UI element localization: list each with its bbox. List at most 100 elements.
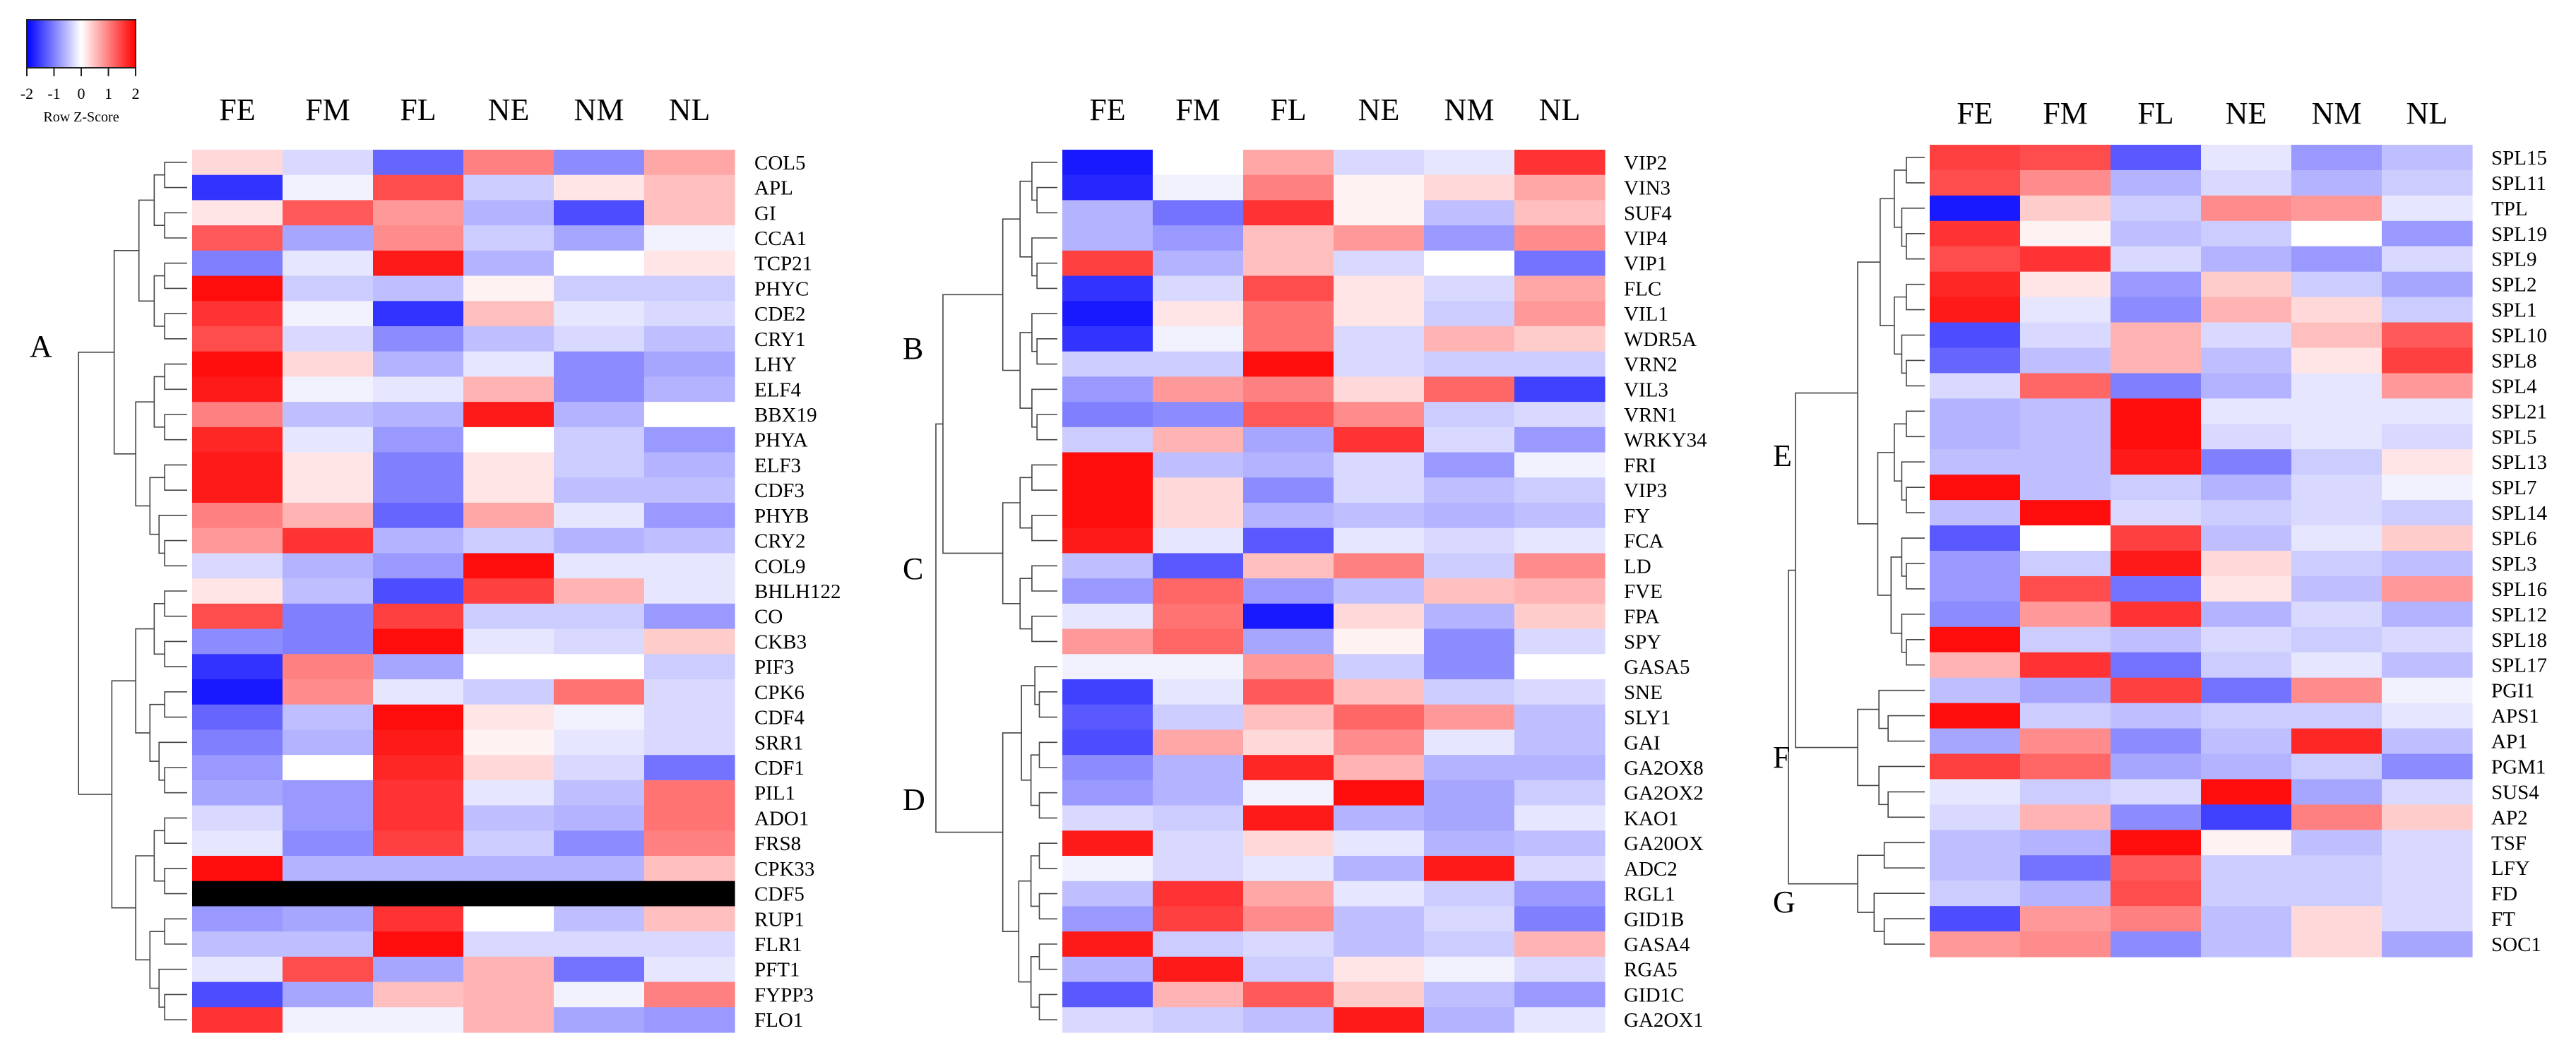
heatmap-cell (2201, 906, 2292, 932)
heatmap-cell (373, 780, 464, 806)
heatmap-cell (2020, 881, 2111, 907)
heatmap-cell (2291, 881, 2382, 907)
heatmap-cell (1424, 503, 1515, 529)
color-key-tick-label: 1 (105, 85, 112, 102)
heatmap-cell (1930, 525, 2021, 551)
heatmap-cell (1514, 982, 1605, 1008)
heatmap-cell (1930, 145, 2021, 171)
heatmap-cell (1334, 906, 1425, 932)
heatmap-cell (373, 603, 464, 630)
gene-label: GID1B (1624, 908, 1684, 931)
heatmap-cell (1424, 452, 1515, 478)
heatmap-cell (644, 1007, 735, 1033)
heatmap-cell (1334, 527, 1425, 554)
heatmap-cell (2020, 525, 2111, 551)
heatmap-cell (283, 603, 374, 630)
dendrogram-branch (153, 603, 165, 655)
cluster-label-e: E (1773, 439, 1792, 473)
dendrogram-branch (164, 994, 187, 1020)
heatmap-cell (644, 376, 735, 402)
heatmap-cell (1243, 628, 1334, 655)
dendrogram-branch (164, 313, 187, 340)
dendrogram-branch (1873, 893, 1925, 932)
heatmap-cell (283, 376, 374, 402)
heatmap-cell (1930, 297, 2021, 323)
gene-label: GA20OX (1624, 833, 1704, 855)
heatmap-cell (192, 200, 283, 226)
dendrogram-branch (158, 741, 187, 781)
heatmap-cell (2111, 373, 2202, 399)
heatmap-cell (373, 906, 464, 932)
dendrogram-branch (149, 931, 165, 989)
heatmap-cell (1930, 855, 2021, 881)
heatmap-cell (1514, 477, 1605, 503)
gene-label: AP2 (2491, 806, 2528, 829)
heatmap-cell (1243, 301, 1334, 327)
heatmap-cell (1424, 1007, 1515, 1033)
heatmap-cell (1424, 275, 1515, 302)
heatmap-cell (554, 553, 645, 579)
heatmap-cell (1424, 830, 1515, 857)
heatmap-cell (1514, 503, 1605, 529)
heatmap-cell (1334, 426, 1425, 453)
heatmap-cell (644, 628, 735, 655)
heatmap-cell (373, 376, 464, 402)
color-key-title: Row Z-Score (43, 109, 119, 125)
heatmap-cell (373, 351, 464, 378)
heatmap-cell (1243, 402, 1334, 428)
heatmap-cell (554, 856, 645, 882)
heatmap-cell (2291, 753, 2382, 780)
heatmap-cell (373, 452, 464, 478)
heatmap-cell (192, 906, 283, 932)
heatmap-cell (644, 150, 735, 176)
heatmap-cell (2291, 195, 2382, 222)
heatmap-cell (1153, 301, 1244, 327)
dendrogram-branch (1031, 162, 1057, 201)
heatmap-cell (1930, 881, 2021, 907)
heatmap-cell (1153, 982, 1244, 1008)
dendrogram-branch (1857, 708, 1880, 787)
heatmap-cell (644, 982, 735, 1008)
heatmap-cell (1424, 729, 1515, 756)
heatmap-cell (1062, 301, 1153, 327)
heatmap-cell (644, 250, 735, 277)
heatmap-cell (192, 301, 283, 327)
heatmap-cell (1334, 729, 1425, 756)
heatmap-cell (373, 426, 464, 453)
gene-label: FYPP3 (754, 984, 814, 1006)
heatmap-cell (1153, 225, 1244, 251)
heatmap-cell (644, 856, 735, 882)
heatmap-cell (2111, 804, 2202, 830)
heatmap-cell (554, 452, 645, 478)
heatmap-cell (2020, 398, 2111, 424)
heatmap-cell (2020, 804, 2111, 830)
heatmap-cell (2382, 220, 2473, 247)
heatmap-cell (1514, 301, 1605, 327)
column-label: NE (488, 93, 530, 127)
heatmap-cell (644, 755, 735, 781)
dendrogram-branch (1002, 218, 1021, 371)
gene-label: CDF5 (754, 883, 805, 906)
gene-label: APL (754, 177, 793, 200)
heatmap-cell (283, 856, 374, 882)
dendrogram-branch (1038, 994, 1057, 1020)
heatmap-cell (1930, 601, 2021, 628)
heatmap-cell (1514, 426, 1605, 453)
heatmap-cell (2382, 652, 2473, 679)
heatmap-cell (1243, 452, 1334, 478)
heatmap-cell (2382, 145, 2473, 171)
heatmap-cell (2201, 804, 2292, 830)
heatmap-cell (1424, 805, 1515, 831)
heatmap-cell (283, 503, 374, 529)
heatmap-cell (2020, 145, 2111, 171)
heatmap-cell (1514, 679, 1605, 705)
dendrogram-branch (1894, 296, 1906, 355)
heatmap-cell (1424, 200, 1515, 226)
gene-label: KAO1 (1624, 807, 1678, 830)
heatmap-cell (2020, 424, 2111, 450)
heatmap-cell (1930, 322, 2021, 349)
heatmap-cell (283, 452, 374, 478)
gene-label: SPL4 (2491, 375, 2537, 398)
heatmap-cell (283, 527, 374, 554)
heatmap-cell (2201, 551, 2292, 577)
